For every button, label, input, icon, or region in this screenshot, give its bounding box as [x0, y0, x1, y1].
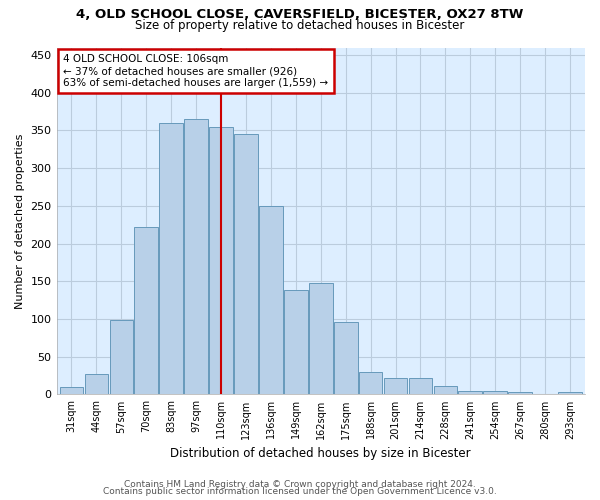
Bar	[359, 372, 382, 394]
Bar	[59, 387, 83, 394]
Bar	[434, 386, 457, 394]
Bar	[134, 227, 158, 394]
Bar	[184, 119, 208, 394]
Bar	[384, 378, 407, 394]
Bar	[334, 322, 358, 394]
Bar	[284, 290, 308, 395]
Text: Contains public sector information licensed under the Open Government Licence v3: Contains public sector information licen…	[103, 487, 497, 496]
Bar	[309, 283, 332, 395]
Bar	[409, 378, 433, 394]
Bar	[160, 123, 183, 394]
Bar	[85, 374, 108, 394]
Bar	[458, 390, 482, 394]
Y-axis label: Number of detached properties: Number of detached properties	[15, 134, 25, 308]
Text: Contains HM Land Registry data © Crown copyright and database right 2024.: Contains HM Land Registry data © Crown c…	[124, 480, 476, 489]
Bar	[484, 390, 507, 394]
Text: 4, OLD SCHOOL CLOSE, CAVERSFIELD, BICESTER, OX27 8TW: 4, OLD SCHOOL CLOSE, CAVERSFIELD, BICEST…	[76, 8, 524, 20]
X-axis label: Distribution of detached houses by size in Bicester: Distribution of detached houses by size …	[170, 447, 471, 460]
Text: Size of property relative to detached houses in Bicester: Size of property relative to detached ho…	[136, 18, 464, 32]
Bar	[508, 392, 532, 394]
Bar	[558, 392, 582, 394]
Bar	[209, 126, 233, 394]
Bar	[110, 320, 133, 394]
Bar	[259, 206, 283, 394]
Text: 4 OLD SCHOOL CLOSE: 106sqm
← 37% of detached houses are smaller (926)
63% of sem: 4 OLD SCHOOL CLOSE: 106sqm ← 37% of deta…	[64, 54, 329, 88]
Bar	[234, 134, 258, 394]
